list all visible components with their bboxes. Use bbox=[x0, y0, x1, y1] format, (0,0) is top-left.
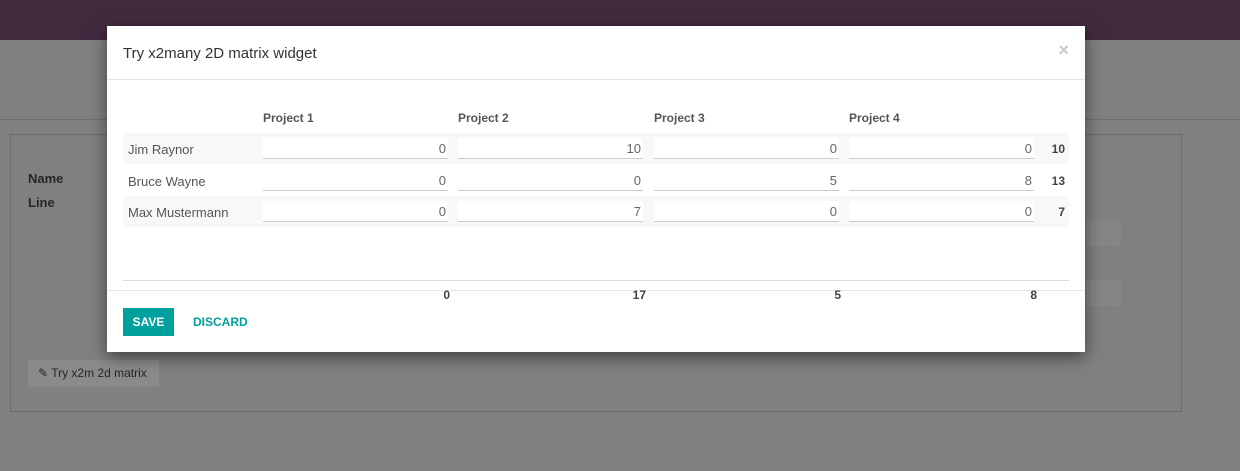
column-header: Project 2 bbox=[458, 111, 509, 125]
try-matrix-label: Try x2m 2d matrix bbox=[51, 366, 147, 380]
matrix-dialog: Try x2many 2D matrix widget × Project 1 … bbox=[107, 26, 1085, 352]
column-header: Project 4 bbox=[849, 111, 900, 125]
row-total: 10 bbox=[1051, 142, 1065, 156]
matrix-cell-input[interactable] bbox=[458, 138, 643, 159]
matrix-cell-input[interactable] bbox=[654, 138, 839, 159]
column-total: 17 bbox=[632, 288, 646, 302]
edit-icon: ✎ bbox=[38, 366, 49, 380]
field-box bbox=[1086, 280, 1121, 306]
row-name: Max Mustermann bbox=[128, 205, 229, 220]
close-icon[interactable]: × bbox=[1058, 40, 1069, 60]
save-button[interactable]: SAVE bbox=[123, 308, 174, 336]
matrix-cell-input[interactable] bbox=[263, 170, 448, 191]
matrix-row: Max Mustermann 7 bbox=[123, 196, 1069, 227]
totals-divider bbox=[123, 280, 1069, 281]
row-name: Jim Raynor bbox=[128, 142, 194, 157]
column-total: 8 bbox=[1030, 288, 1037, 302]
try-matrix-button[interactable]: ✎ Try x2m 2d matrix bbox=[28, 360, 159, 387]
dialog-header: Try x2many 2D matrix widget × bbox=[107, 26, 1085, 80]
dialog-title: Try x2many 2D matrix widget bbox=[123, 45, 317, 62]
matrix-cell-input[interactable] bbox=[849, 201, 1034, 222]
row-total: 13 bbox=[1051, 174, 1065, 188]
matrix-cell-input[interactable] bbox=[458, 201, 643, 222]
column-header: Project 3 bbox=[654, 111, 705, 125]
field-label-line: Line bbox=[28, 195, 55, 210]
matrix-cell-input[interactable] bbox=[849, 170, 1034, 191]
field-label-name: Name bbox=[28, 171, 64, 186]
discard-button[interactable]: DISCARD bbox=[185, 308, 256, 336]
matrix-row: Jim Raynor 10 bbox=[123, 133, 1069, 164]
column-total: 5 bbox=[834, 288, 841, 302]
column-header: Project 1 bbox=[263, 111, 314, 125]
matrix-cell-input[interactable] bbox=[654, 170, 839, 191]
matrix-table: Project 1 Project 2 Project 3 Project 4 … bbox=[107, 80, 1085, 302]
row-total: 7 bbox=[1058, 205, 1065, 219]
matrix-cell-input[interactable] bbox=[263, 201, 448, 222]
matrix-cell-input[interactable] bbox=[458, 170, 643, 191]
field-box bbox=[1086, 220, 1121, 246]
matrix-cell-input[interactable] bbox=[849, 138, 1034, 159]
matrix-cell-input[interactable] bbox=[263, 138, 448, 159]
column-total: 0 bbox=[443, 288, 450, 302]
matrix-row: Bruce Wayne 13 bbox=[123, 165, 1069, 196]
row-name: Bruce Wayne bbox=[128, 174, 206, 189]
matrix-cell-input[interactable] bbox=[654, 201, 839, 222]
